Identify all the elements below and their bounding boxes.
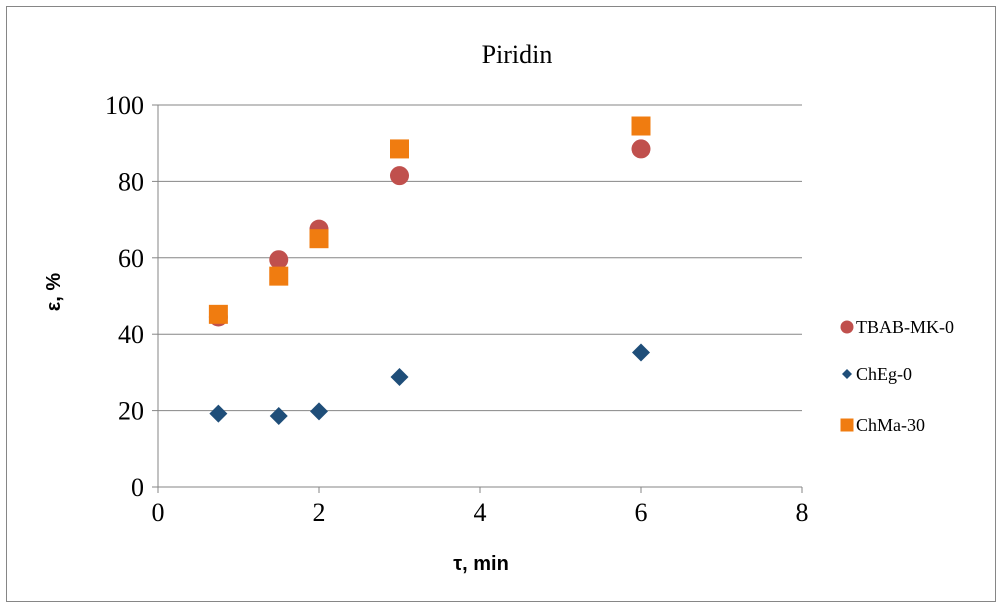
data-point-circle [269,250,289,270]
y-tick-label: 40 [118,320,144,349]
data-point-circle [631,139,651,159]
scatter-chart: Piridin 0 20 40 60 80 100 0 2 4 6 8 ε, % τ, min T… [43,40,954,575]
data-point-diamond [209,404,228,423]
legend-label: ChMa-30 [856,415,925,435]
y-tick-label: 60 [118,244,144,273]
y-axis-label: ε, % [43,273,65,312]
x-tick-label: 2 [313,498,326,527]
x-tick-label: 4 [474,498,487,527]
y-tick-label: 0 [131,473,144,502]
x-tick-label: 6 [635,498,648,527]
y-tick-label: 20 [118,397,144,426]
x-tick-label: 0 [152,498,165,527]
legend-label: TBAB-MK-0 [856,317,954,337]
axes [152,104,803,493]
x-axis-label: τ, min [453,553,509,575]
data-point-circle [390,166,409,186]
data-point-diamond [269,406,288,425]
legend-marker-circle [840,320,854,334]
data-point-diamond [390,367,409,386]
legend-item-ChMa-30: ChMa-30 [840,415,925,435]
series-ChMa-30 [208,116,651,324]
y-tick-label: 100 [105,91,144,120]
grid-lines [158,104,802,412]
data-point-square [269,266,289,286]
series-ChEg-0 [209,343,650,425]
y-tick-labels: 0 20 40 60 80 100 [105,91,144,502]
data-point-square [390,139,409,159]
data-point-square [208,304,228,324]
legend-item-TBAB-MK-0: TBAB-MK-0 [840,317,954,337]
chart-title: Piridin [482,40,553,69]
x-tick-labels: 0 2 4 6 8 [152,498,809,527]
data-points [208,116,651,425]
data-point-diamond [310,402,328,421]
y-tick-label: 80 [118,167,144,196]
legend-item-ChEg-0: ChEg-0 [842,364,912,384]
legend-marker-diamond [842,369,852,379]
legend-marker-square [840,418,854,432]
data-point-square [631,116,651,136]
data-point-diamond [632,343,650,362]
legend-label: ChEg-0 [856,364,912,384]
data-point-square [309,229,329,249]
series-TBAB-MK-0 [208,139,651,327]
legend: TBAB-MK-0 ChEg-0 ChMa-30 [840,317,954,435]
x-tick-label: 8 [796,498,809,527]
chart-frame: Piridin 0 20 40 60 80 100 0 2 4 6 8 ε, % τ, min T… [6,6,996,602]
